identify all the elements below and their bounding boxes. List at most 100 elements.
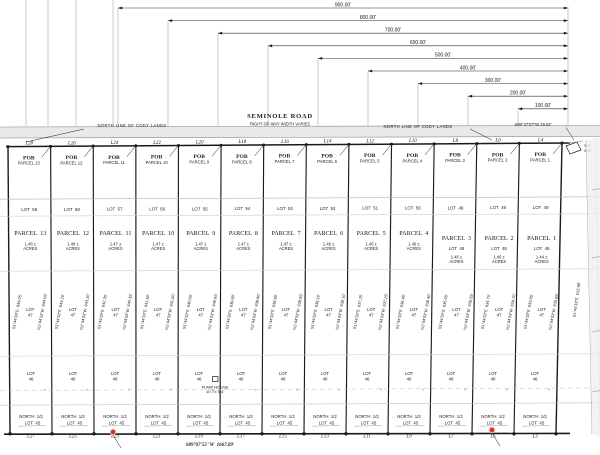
north-half-label-2: NORTH 1/2 bbox=[481, 414, 505, 419]
utility-tick-11: ⌀ bbox=[506, 388, 509, 392]
pob-leader-1 bbox=[553, 144, 562, 155]
bearing-east-12: S1°44'33"E 643.20' bbox=[54, 294, 66, 330]
lot-top-label-7: LOT 53 bbox=[277, 206, 293, 211]
lot46-label-11: LOT bbox=[111, 371, 120, 376]
lot46-number-2: 46 bbox=[491, 377, 496, 382]
parcel-divider-8 bbox=[346, 144, 349, 434]
north-half-underline-4 bbox=[396, 425, 424, 426]
utility-tick-12: ⌀ bbox=[548, 388, 551, 392]
parcel-acres-suffix-9: ACRES bbox=[194, 246, 208, 251]
north-half-underline-5 bbox=[354, 425, 382, 426]
utility-dashed-line bbox=[0, 388, 600, 391]
north-line-cody-label-right: NORTH LINE OF CODY LANDS bbox=[384, 124, 453, 129]
line-label-L28: L28 bbox=[24, 142, 33, 147]
dimension-label-400: 400.00' bbox=[460, 65, 476, 71]
lot47-number-11: 47 bbox=[113, 312, 118, 317]
parcel-name-5: PARCEL 5 bbox=[357, 230, 386, 237]
lot46-number-13: 46 bbox=[29, 377, 34, 382]
parcel-lot-mid-1: LOT 48 bbox=[534, 246, 550, 251]
lot47-label-12: LOT bbox=[69, 307, 78, 312]
lot47-label-4: LOT bbox=[410, 307, 419, 312]
dimension-label-900: 900.00' bbox=[335, 2, 351, 8]
bearing-west-13: N1°44'33"W 644.05' bbox=[36, 293, 48, 330]
lot47-label-8: LOT bbox=[239, 307, 248, 312]
lot-top-label-5: LOT 51 bbox=[362, 206, 378, 211]
pob-leader-3 bbox=[468, 144, 477, 155]
north-half-label-13: NORTH 1/2 bbox=[19, 414, 43, 419]
lot46-label-9: LOT bbox=[195, 371, 204, 376]
lot-top-label-2: LOT 49 bbox=[490, 205, 506, 210]
parcel-name-3: PARCEL 3 bbox=[442, 235, 471, 242]
east-boundary-bearing: S1°44'33"E 512.98' bbox=[572, 282, 582, 318]
parcel-name-11: PARCEL 11 bbox=[100, 230, 132, 237]
lot-top-label-11: LOT 57 bbox=[107, 207, 123, 212]
pump-house-icon bbox=[213, 377, 219, 382]
dim-arrow-left-500 bbox=[318, 57, 322, 60]
north-half-label-10: NORTH 1/2 bbox=[145, 414, 169, 419]
marker-leader-right bbox=[492, 433, 500, 446]
parcel-name-13: PARCEL 13 bbox=[14, 230, 46, 237]
lot47-number-10: 47 bbox=[156, 312, 161, 317]
lot-band-59-top bbox=[0, 197, 600, 199]
lot46-number-9: 46 bbox=[197, 377, 202, 382]
south-boundary-node-7 bbox=[302, 432, 305, 435]
lot-top-label-10: LOT 56 bbox=[149, 206, 165, 211]
lot-top-label-13: LOT 59 bbox=[21, 207, 37, 212]
lot47-label-6: LOT bbox=[325, 307, 334, 312]
line-label-L9: L9 bbox=[405, 435, 412, 440]
line-label-L25: L25 bbox=[68, 435, 77, 440]
lot46-number-12: 46 bbox=[71, 377, 76, 382]
parcel-acres-suffix-6: ACRES bbox=[322, 246, 336, 251]
lot46-label-7: LOT bbox=[279, 371, 288, 376]
dim-arrow-left-700 bbox=[218, 32, 222, 35]
line-label-L22: L22 bbox=[152, 141, 161, 146]
lot47-number-2: 47 bbox=[497, 312, 502, 317]
lot-band-47-bottom bbox=[0, 354, 600, 356]
lot46-label-10: LOT bbox=[153, 371, 162, 376]
utility-tick-10: ⌀ bbox=[464, 388, 467, 392]
lot47-number-3: 47 bbox=[454, 312, 459, 317]
north-half-lot-label-7: LOT 45 bbox=[277, 420, 293, 425]
line-label-L4: L4 bbox=[537, 138, 544, 143]
line-label-L12: L12 bbox=[365, 139, 374, 144]
north-half-underline-3 bbox=[438, 425, 466, 426]
bearing-east-10: S1°44'33"E 641.50' bbox=[139, 294, 151, 330]
south-boundary-node-11 bbox=[470, 432, 473, 435]
pob-parcel-label-11: PARCEL 11 bbox=[103, 160, 125, 165]
pob-parcel-label-5: PARCEL 5 bbox=[360, 159, 380, 164]
pob-leader-5 bbox=[383, 145, 392, 156]
south-boundary-node-10 bbox=[428, 432, 431, 435]
pob-parcel-label-9: PARCEL 9 bbox=[189, 160, 209, 165]
bearing-west-10: N1°44'33"W 641.50' bbox=[164, 293, 176, 330]
north-half-lot-label-9: LOT 45 bbox=[193, 420, 209, 425]
lot46-label-8: LOT bbox=[237, 371, 246, 376]
north-half-underline-10 bbox=[144, 425, 172, 426]
lot-band-45-top bbox=[0, 403, 600, 405]
parcel-divider-9 bbox=[388, 144, 392, 434]
north-half-label-6: NORTH 1/2 bbox=[313, 414, 337, 419]
parcel-name-6: PARCEL 6 bbox=[314, 230, 343, 237]
south-boundary-node-5 bbox=[218, 432, 221, 435]
north-half-underline-1 bbox=[522, 425, 550, 426]
bearing-east-8: S1°44'33"E 639.80' bbox=[224, 294, 236, 330]
south-boundary-node-9 bbox=[386, 432, 389, 435]
dim-arrow-right-100 bbox=[564, 107, 568, 110]
north-half-lot-label-6: LOT 45 bbox=[319, 420, 335, 425]
line-label-L26: L26 bbox=[67, 141, 76, 146]
north-half-label-1: NORTH 1/2 bbox=[523, 414, 547, 419]
utility-tick-7: ⌀ bbox=[338, 388, 341, 392]
parcel-name-10: PARCEL 10 bbox=[142, 230, 174, 237]
north-half-lot-label-3: LOT 45 bbox=[445, 420, 461, 425]
lot47-label-1: LOT bbox=[538, 307, 547, 312]
point-marker-left[interactable] bbox=[111, 430, 115, 434]
point-marker-right[interactable] bbox=[490, 428, 494, 432]
parcel-acres-suffix-7: ACRES bbox=[279, 246, 293, 251]
parcel-name-7: PARCEL 7 bbox=[271, 230, 300, 237]
line-label-L16: L16 bbox=[280, 140, 289, 145]
pob-leader-2 bbox=[510, 144, 519, 155]
parcel-acres-suffix-1: ACRES bbox=[535, 259, 549, 264]
pob-parcel-label-12: PARCEL 12 bbox=[60, 160, 83, 165]
north-half-underline-8 bbox=[228, 425, 256, 426]
dim-arrow-right-900 bbox=[564, 7, 568, 10]
